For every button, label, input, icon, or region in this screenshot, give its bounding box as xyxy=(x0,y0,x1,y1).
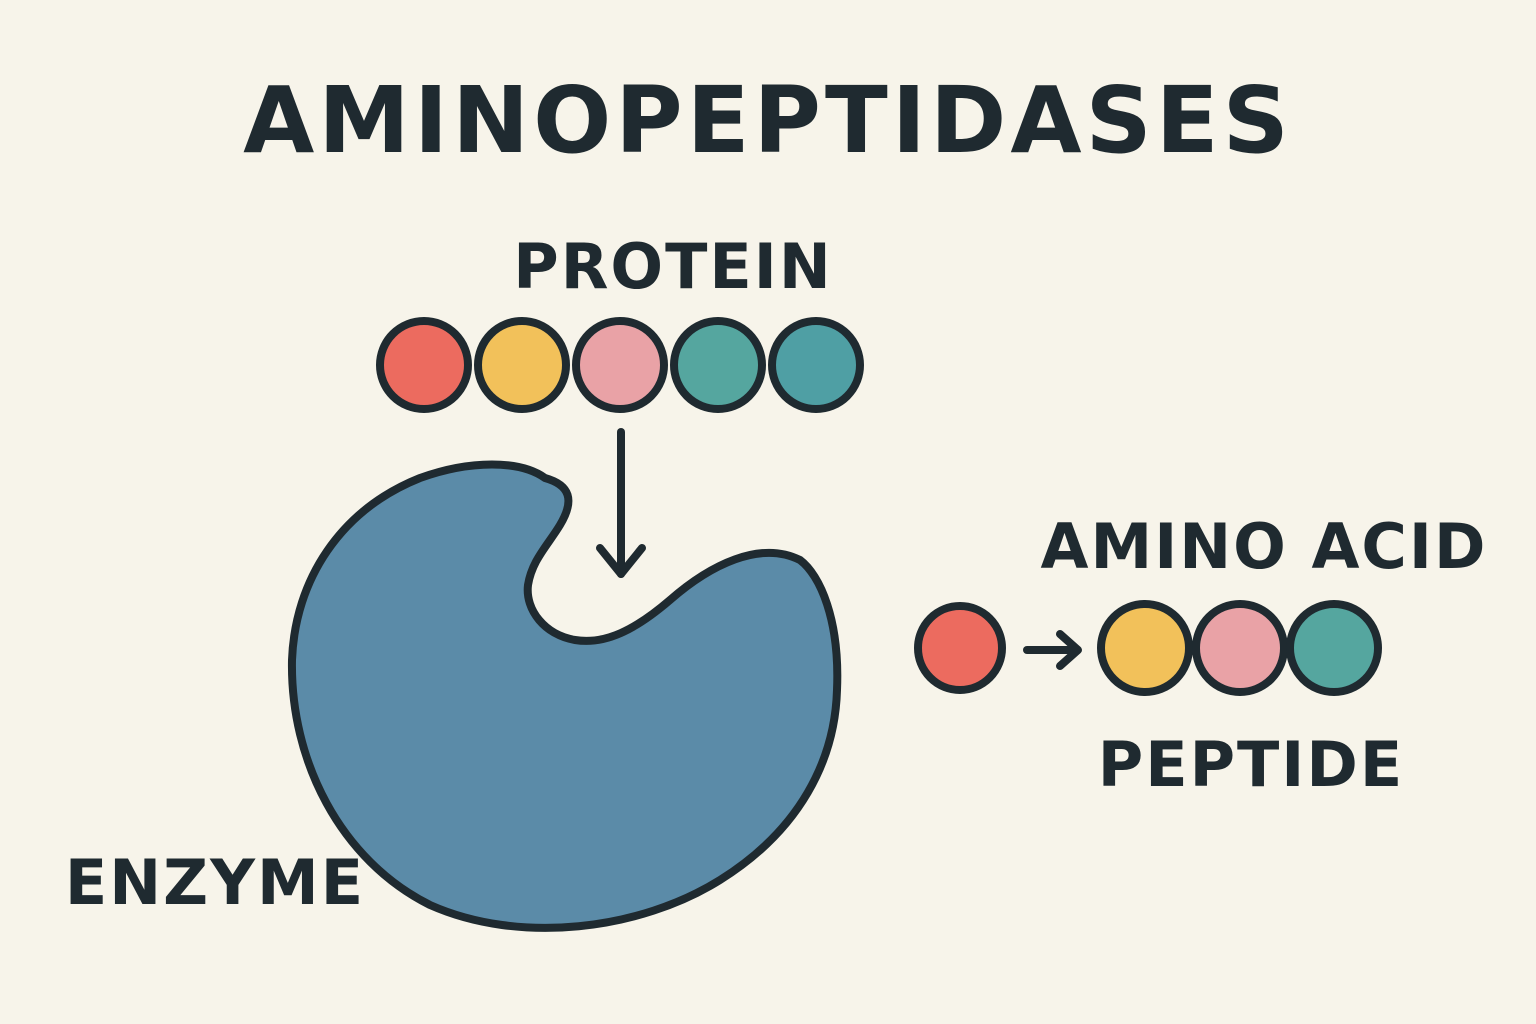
peptide-bead-3 xyxy=(1286,600,1382,696)
peptide-label: PEPTIDE xyxy=(1098,728,1404,801)
protein-bead-4 xyxy=(670,317,766,413)
amino-acid-label: AMINO ACID xyxy=(1041,510,1488,583)
peptide-chain xyxy=(1097,600,1382,696)
released-amino-acid-bead xyxy=(914,602,1006,694)
peptide-bead-1 xyxy=(1097,600,1193,696)
protein-label: PROTEIN xyxy=(513,230,833,303)
protein-chain xyxy=(376,317,864,413)
diagram-title: AMINOPEPTIDASES xyxy=(243,67,1293,174)
protein-bead-2 xyxy=(474,317,570,413)
protein-bead-3 xyxy=(572,317,668,413)
down-arrow-icon xyxy=(596,428,646,578)
right-arrow-icon xyxy=(1023,630,1082,670)
peptide-bead-2 xyxy=(1192,600,1288,696)
enzyme-label: ENZYME xyxy=(65,846,365,919)
protein-bead-5 xyxy=(768,317,864,413)
enzyme-shape xyxy=(287,460,842,932)
protein-bead-1 xyxy=(376,317,472,413)
